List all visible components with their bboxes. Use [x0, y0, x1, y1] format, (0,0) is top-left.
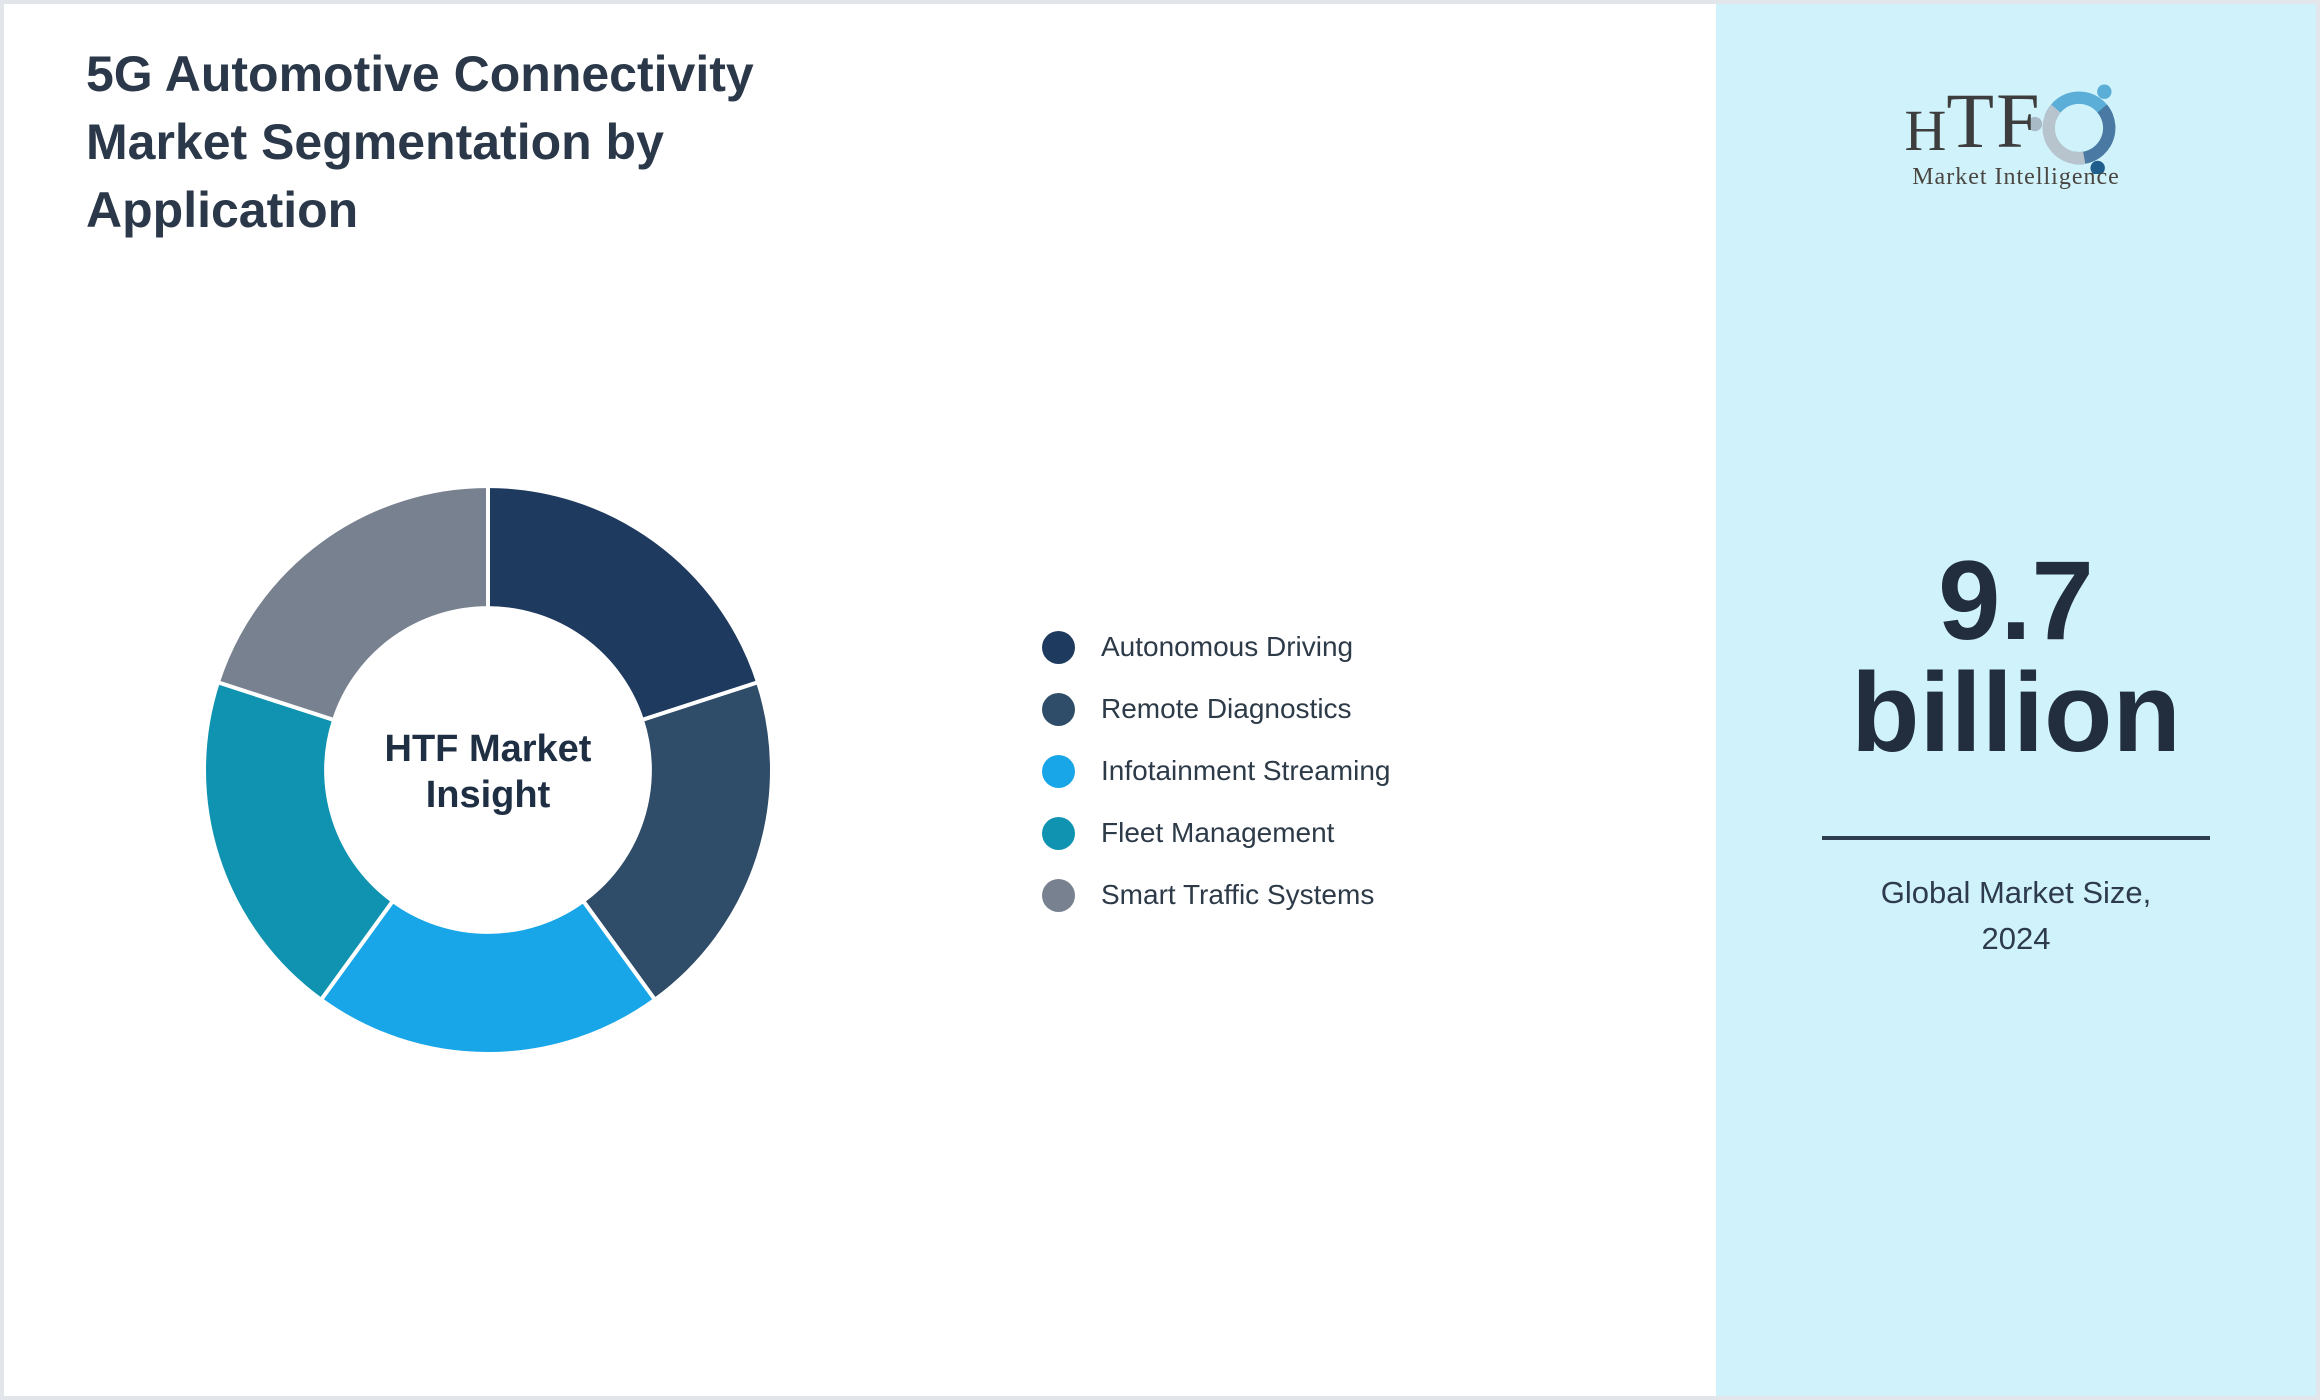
logo-brand-tf: TF	[1946, 77, 2042, 164]
donut-center-label-line1: HTF Market	[384, 728, 592, 770]
donut-segment	[202, 680, 395, 1002]
logo-brand-h: H	[1904, 98, 1947, 163]
legend-color-dot	[1042, 692, 1075, 726]
legend-item: Remote Diagnostics	[1042, 678, 1391, 740]
legend-item: Fleet Management	[1042, 802, 1391, 864]
page-title-line2: Market Segmentation by	[86, 114, 664, 170]
logo-tagline: Market Intelligence	[1912, 164, 2120, 190]
page-title: 5G Automotive Connectivity Market Segmen…	[86, 40, 754, 244]
market-size: 9.7 billion	[1716, 545, 2316, 769]
market-size-caption: Global Market Size, 2024	[1716, 870, 2316, 962]
page-title-line1: 5G Automotive Connectivity	[86, 46, 754, 102]
legend-color-dot	[1042, 878, 1075, 912]
legend-label: Remote Diagnostics	[1101, 693, 1352, 724]
donut-segment	[581, 680, 774, 1002]
donut-center-label: HTF Market Insight	[338, 726, 638, 818]
legend-label: Smart Traffic Systems	[1101, 879, 1375, 910]
legend: Autonomous Driving Remote Diagnostics Info…	[1042, 616, 1391, 926]
legend-item: Autonomous Driving	[1042, 616, 1391, 678]
donut-segment	[486, 484, 761, 722]
legend-color-dot	[1042, 754, 1075, 788]
legend-label: Autonomous Driving	[1101, 631, 1354, 662]
htf-logo: H TF	[1716, 78, 2316, 191]
legend-color-dot	[1042, 630, 1075, 664]
market-size-caption-line2: 2024	[1981, 921, 2051, 956]
market-size-caption-line1: Global Market Size,	[1880, 875, 2152, 910]
legend-item: Infotainment Streaming	[1042, 740, 1391, 802]
legend-label: Fleet Management	[1101, 817, 1335, 848]
legend-label: Infotainment Streaming	[1101, 755, 1391, 786]
market-size-unit: billion	[1851, 650, 2181, 775]
donut-segment	[319, 898, 657, 1056]
donut-segment	[215, 484, 490, 722]
market-size-value: 9.7	[1938, 538, 2094, 663]
htf-logo-row: H TF	[1904, 77, 2128, 174]
donut-chart	[202, 484, 774, 1056]
legend-item: Smart Traffic Systems	[1042, 864, 1391, 926]
donut-center-label-line2: Insight	[425, 774, 551, 816]
swirl-figures-icon	[2031, 84, 2116, 174]
page-title-line3: Application	[86, 182, 359, 238]
sidebar-divider	[1822, 836, 2210, 840]
legend-color-dot	[1042, 816, 1075, 850]
sidebar: H TF	[1716, 4, 2316, 1396]
